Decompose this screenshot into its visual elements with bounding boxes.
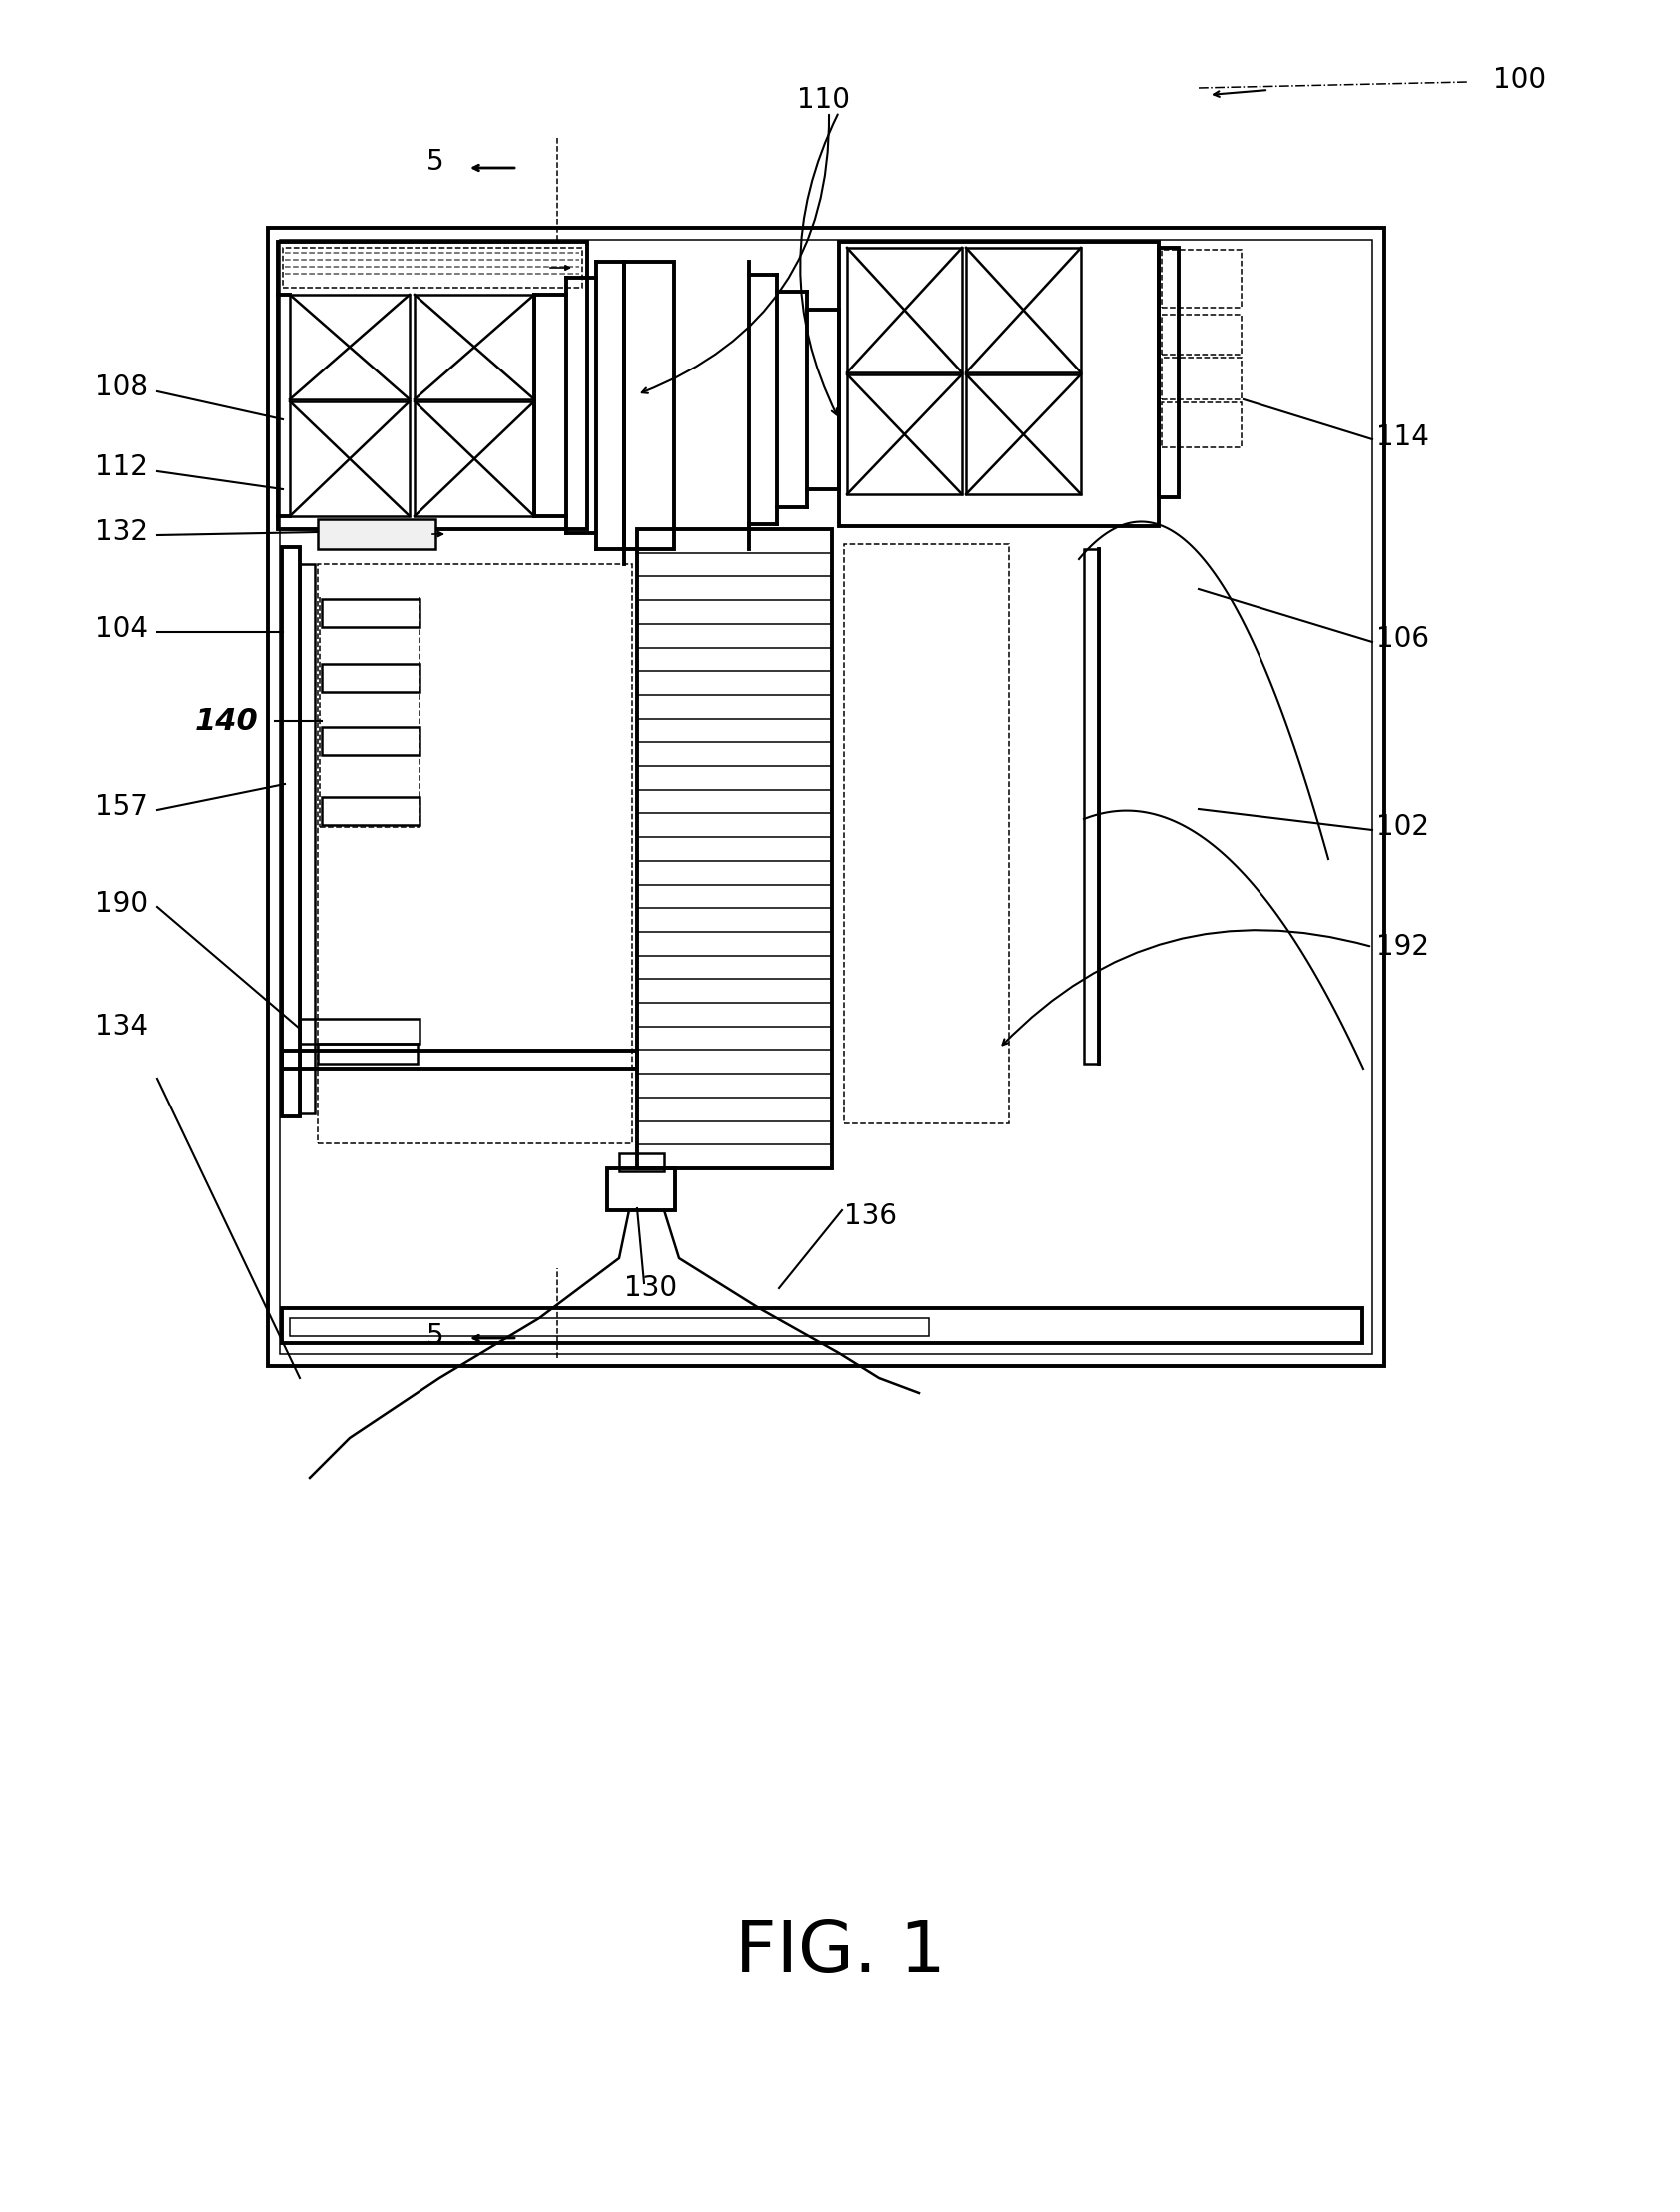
Text: 100: 100 — [1494, 66, 1546, 93]
Text: 108: 108 — [94, 374, 148, 400]
Bar — [625, 261, 674, 549]
Text: 5: 5 — [427, 1323, 444, 1349]
Bar — [1084, 549, 1099, 1064]
Bar — [277, 241, 588, 529]
Bar — [318, 1044, 418, 1064]
Bar — [321, 599, 420, 628]
Text: 110: 110 — [796, 86, 850, 113]
Bar — [321, 728, 420, 754]
Bar — [1161, 250, 1242, 307]
Text: 114: 114 — [1376, 422, 1430, 451]
Bar — [299, 1018, 420, 1044]
Bar — [1161, 314, 1242, 354]
Bar — [282, 546, 299, 1117]
Bar — [637, 529, 832, 1168]
Bar — [282, 248, 583, 288]
Text: 157: 157 — [94, 792, 148, 821]
Bar — [843, 544, 1008, 1124]
Text: 106: 106 — [1376, 626, 1430, 653]
Bar — [1161, 358, 1242, 400]
Bar — [279, 239, 1373, 1354]
Bar — [620, 1152, 664, 1172]
Bar — [415, 294, 534, 400]
Text: 112: 112 — [94, 453, 148, 482]
Bar — [1159, 248, 1179, 498]
Bar — [282, 1307, 1362, 1343]
Bar — [847, 374, 963, 493]
Text: 104: 104 — [94, 615, 148, 644]
Bar — [415, 400, 534, 515]
Bar — [318, 520, 435, 549]
Bar — [847, 248, 963, 372]
Bar — [321, 664, 420, 692]
Bar — [966, 374, 1080, 493]
Bar — [321, 796, 420, 825]
Bar — [606, 1168, 675, 1210]
Bar — [299, 564, 314, 1113]
Text: 190: 190 — [94, 889, 148, 918]
Bar — [267, 228, 1384, 1367]
Bar — [289, 1318, 929, 1336]
Text: 5: 5 — [427, 148, 444, 175]
Bar — [318, 564, 632, 1144]
Text: 102: 102 — [1376, 812, 1430, 841]
Text: 130: 130 — [625, 1274, 677, 1303]
Text: 140: 140 — [195, 706, 259, 737]
Text: FIG. 1: FIG. 1 — [734, 1918, 946, 1986]
Bar — [1161, 403, 1242, 447]
Text: 192: 192 — [1376, 933, 1430, 960]
Text: 132: 132 — [94, 518, 148, 546]
Bar — [966, 248, 1080, 372]
Bar — [289, 294, 410, 400]
Text: 136: 136 — [843, 1203, 897, 1230]
Bar — [838, 241, 1159, 526]
Bar — [289, 400, 410, 515]
Text: 134: 134 — [94, 1013, 148, 1040]
